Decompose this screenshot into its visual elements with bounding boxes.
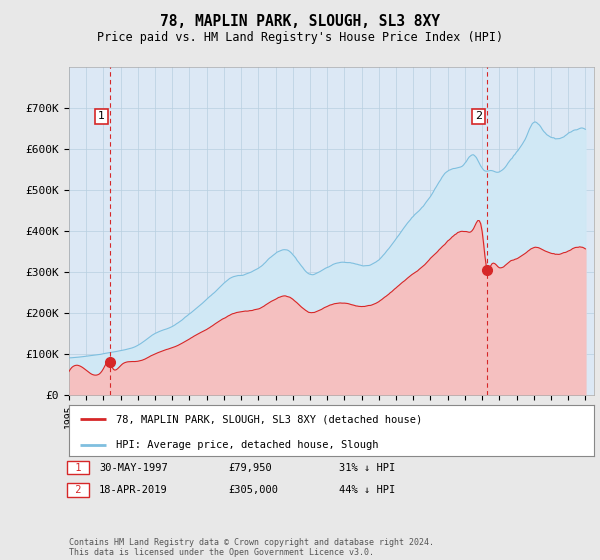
Text: 30-MAY-1997: 30-MAY-1997 bbox=[99, 463, 168, 473]
Text: 78, MAPLIN PARK, SLOUGH, SL3 8XY: 78, MAPLIN PARK, SLOUGH, SL3 8XY bbox=[160, 14, 440, 29]
Text: Contains HM Land Registry data © Crown copyright and database right 2024.
This d: Contains HM Land Registry data © Crown c… bbox=[69, 538, 434, 557]
Text: 1: 1 bbox=[98, 111, 105, 122]
Text: 2: 2 bbox=[69, 485, 88, 495]
Text: 18-APR-2019: 18-APR-2019 bbox=[99, 485, 168, 495]
Text: 44% ↓ HPI: 44% ↓ HPI bbox=[339, 485, 395, 495]
Text: 78, MAPLIN PARK, SLOUGH, SL3 8XY (detached house): 78, MAPLIN PARK, SLOUGH, SL3 8XY (detach… bbox=[116, 414, 422, 424]
Text: 31% ↓ HPI: 31% ↓ HPI bbox=[339, 463, 395, 473]
Text: £305,000: £305,000 bbox=[228, 485, 278, 495]
Text: HPI: Average price, detached house, Slough: HPI: Average price, detached house, Slou… bbox=[116, 440, 379, 450]
Text: £79,950: £79,950 bbox=[228, 463, 272, 473]
Text: 1: 1 bbox=[69, 463, 88, 473]
Text: Price paid vs. HM Land Registry's House Price Index (HPI): Price paid vs. HM Land Registry's House … bbox=[97, 31, 503, 44]
Text: 2: 2 bbox=[475, 111, 482, 122]
